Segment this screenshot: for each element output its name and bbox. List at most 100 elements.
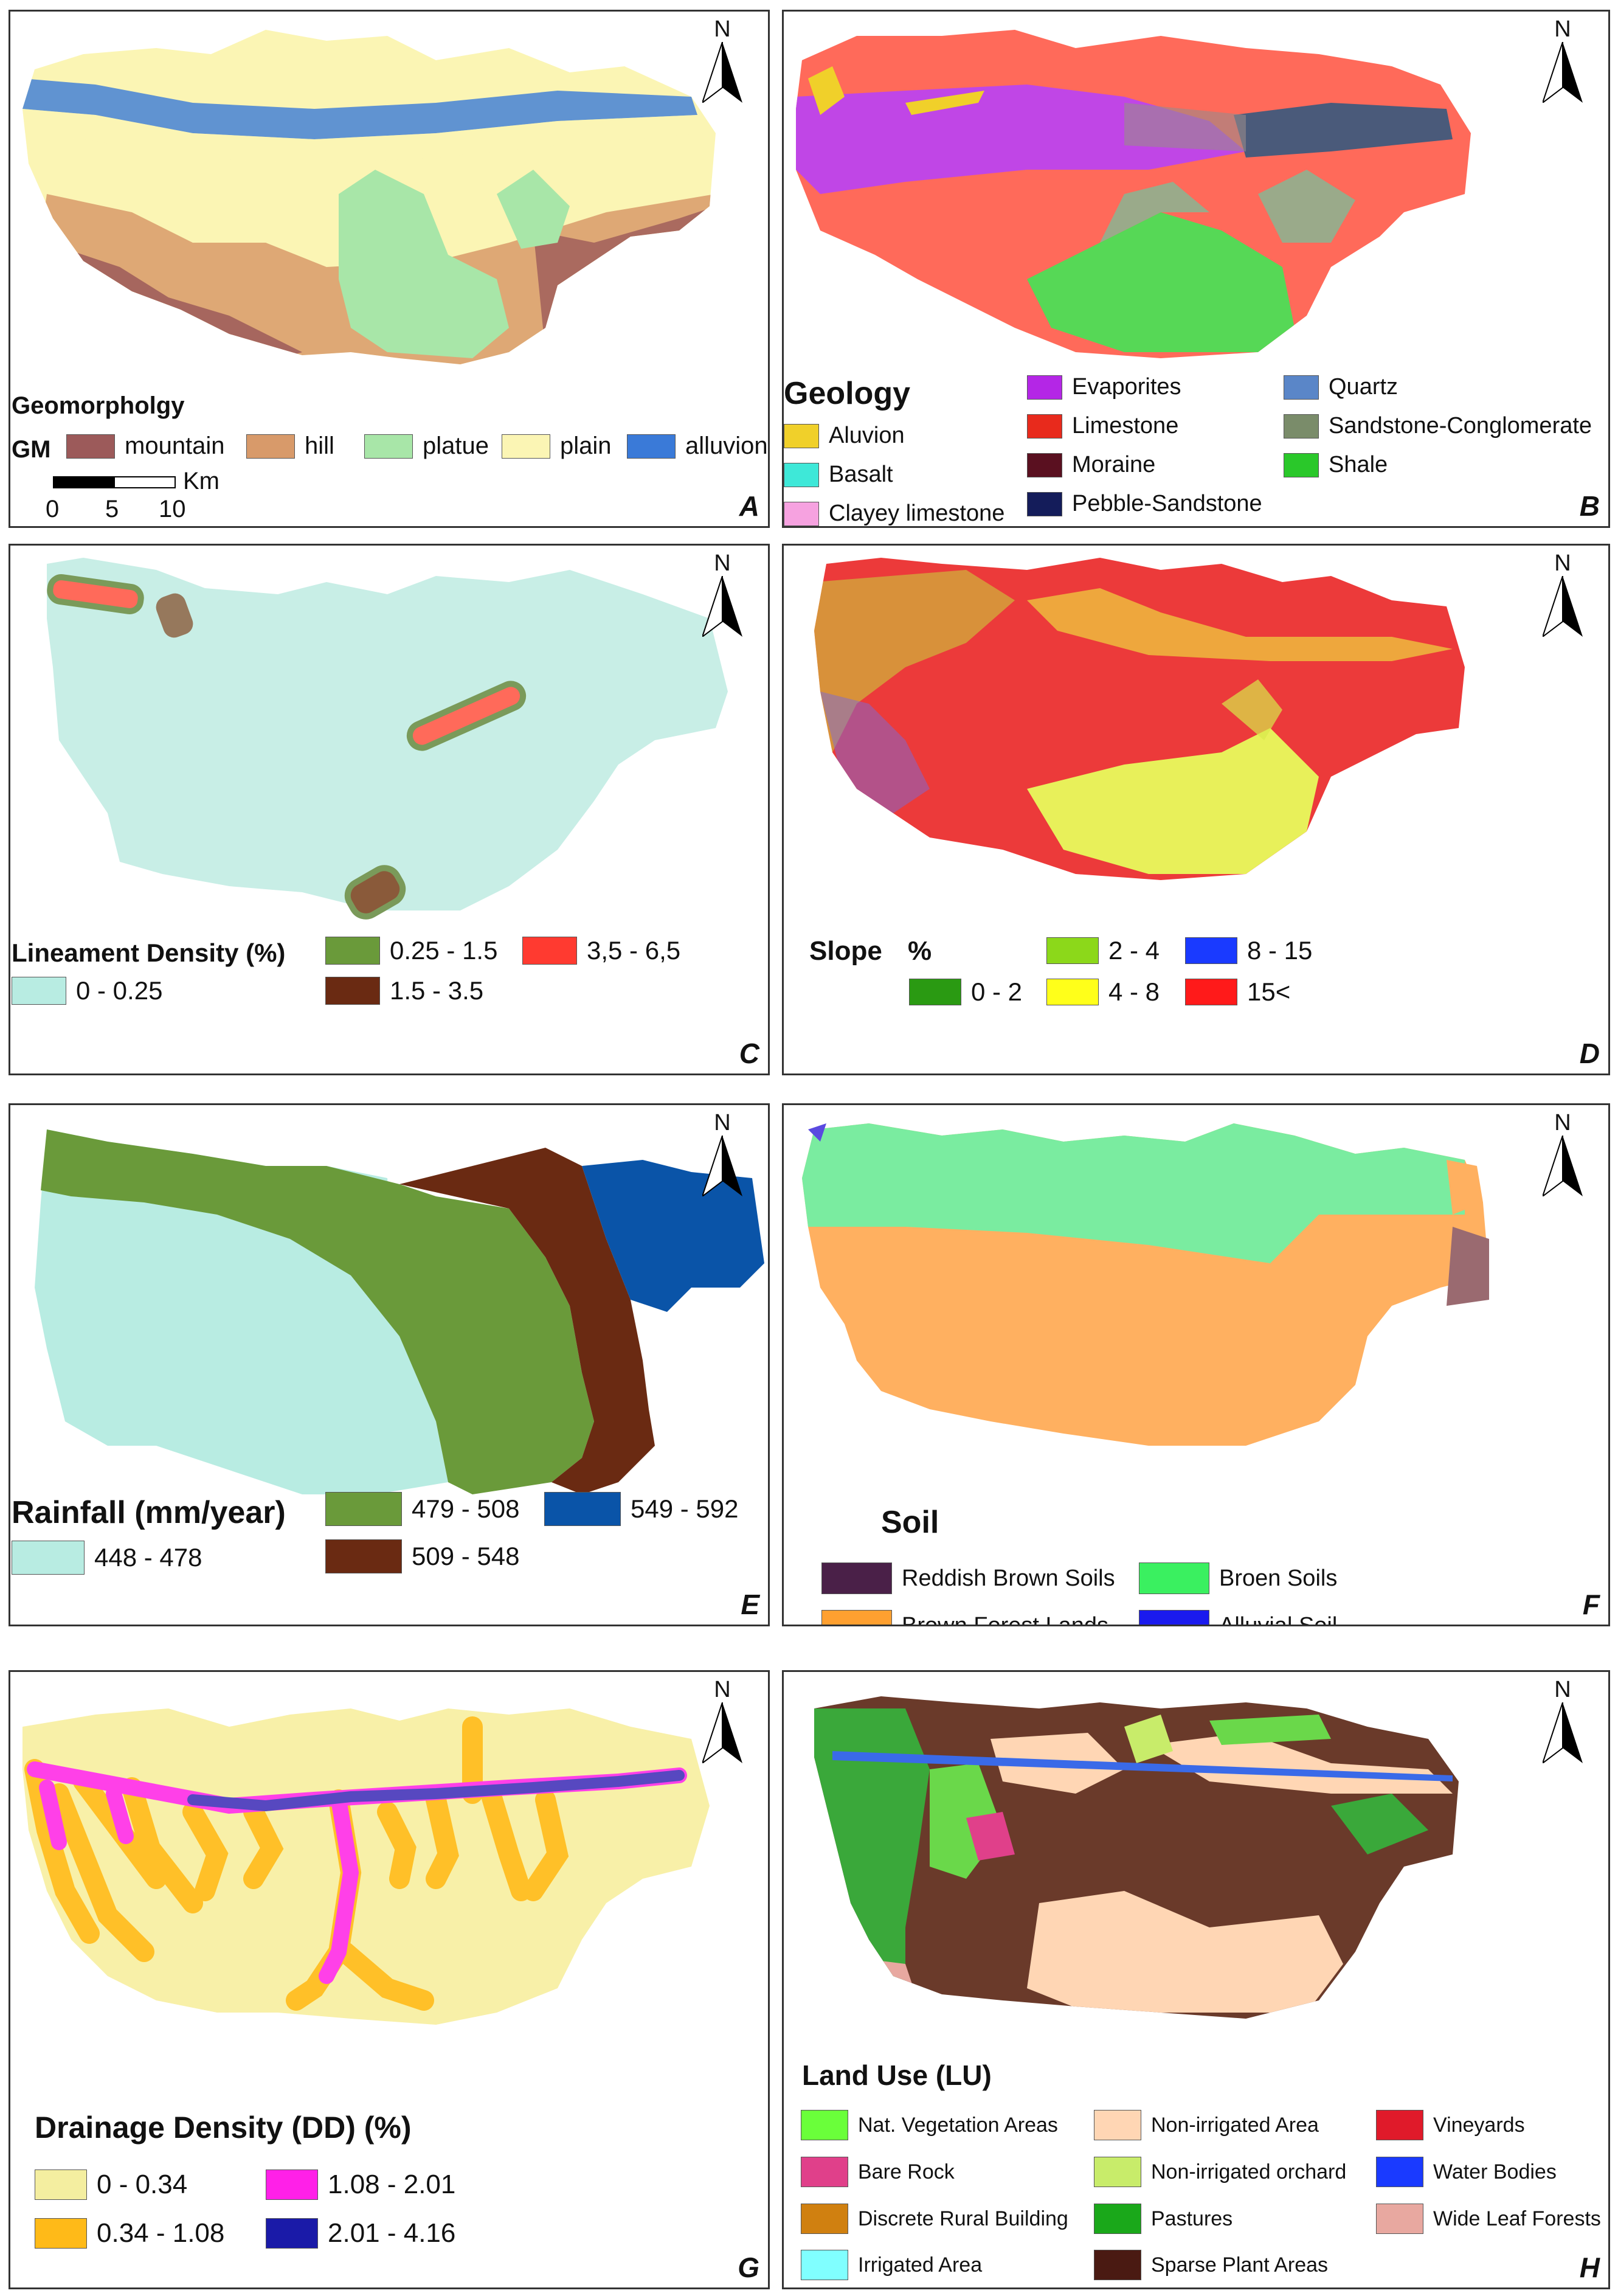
- legend-title: Geomorpholgy: [12, 392, 185, 419]
- north-label: N: [1554, 1110, 1571, 1136]
- legend-label: Aluvion: [829, 423, 905, 448]
- legend-swatch: [266, 2169, 318, 2200]
- legend-label: Nat. Vegetation Areas: [858, 2113, 1058, 2137]
- legend-swatch: [325, 1539, 402, 1573]
- legend-label: 15<: [1247, 977, 1291, 1006]
- legend-title: Lineament Density (%): [12, 938, 286, 967]
- legend-label: Sandstone-Conglomerate: [1329, 413, 1592, 439]
- legend-swatch: [364, 434, 413, 459]
- north-label: N: [714, 1677, 731, 1702]
- legend-title: Land Use (LU): [802, 2059, 992, 2091]
- legend-label: Sparse Plant Areas: [1151, 2253, 1329, 2277]
- legend-item: 0 - 2: [909, 977, 1022, 1007]
- legend-label: 1.5 - 3.5: [390, 976, 484, 1005]
- legend-item: Sparse Plant Areas: [1094, 2250, 1328, 2280]
- legend-unit: %: [908, 936, 932, 966]
- legend-item: 479 - 508: [325, 1492, 519, 1526]
- legend-item: 1.08 - 2.01: [266, 2169, 455, 2200]
- legend-label: Alluvial Soil: [1219, 1612, 1338, 1626]
- legend-swatch: [1027, 453, 1062, 477]
- legend-item: Basalt: [784, 462, 893, 488]
- legend-swatch: [1284, 375, 1319, 400]
- legend-label: 2 - 4: [1108, 936, 1160, 965]
- legend-item: Discrete Rural Building: [801, 2204, 1068, 2234]
- legend-label: Non-irrigated orchard: [1151, 2160, 1347, 2183]
- legend-item: 8 - 15: [1185, 936, 1312, 965]
- legend-swatch: [1027, 375, 1062, 400]
- legend-swatch: [1046, 937, 1099, 964]
- legend-label: Basalt: [829, 462, 893, 487]
- legend-swatch: [1139, 1610, 1209, 1625]
- legend-item: hill: [246, 432, 334, 460]
- north-label: N: [714, 1110, 731, 1136]
- legend-item: Broen Soils: [1139, 1562, 1337, 1594]
- north-arrow-icon: [1543, 42, 1583, 103]
- legend-swatch: [246, 434, 295, 459]
- panel-land-use: N Land Use (LU) Nat. Vegetation Areas Ba…: [782, 1670, 1610, 2289]
- legend-label: 1.08 - 2.01: [328, 2169, 456, 2199]
- legend-swatch: [1376, 2110, 1423, 2140]
- panel-letter: H: [1579, 2252, 1600, 2283]
- legend-swatch: [1185, 979, 1237, 1005]
- legend-swatch: [1139, 1562, 1209, 1594]
- legend-label: Shale: [1329, 452, 1388, 477]
- legend-item: Brown Forest Lands: [821, 1610, 1108, 1625]
- legend-swatch: [544, 1492, 621, 1526]
- north-label: N: [1554, 16, 1571, 42]
- north-arrow: N: [1535, 1110, 1590, 1201]
- north-label: N: [714, 16, 731, 42]
- legend-item: 509 - 548: [325, 1539, 519, 1573]
- legend-swatch: [1094, 2250, 1141, 2280]
- north-arrow: N: [1535, 550, 1590, 642]
- land-use-map: [814, 1696, 1459, 2019]
- legend-label: 2.01 - 4.16: [328, 2218, 456, 2248]
- geomorphology-map: [22, 30, 716, 364]
- legend-label: 0 - 0.34: [97, 2169, 188, 2199]
- legend-item: 3,5 - 6,5: [522, 936, 680, 965]
- legend-label: 448 - 478: [94, 1543, 202, 1572]
- legend-item: 4 - 8: [1046, 977, 1160, 1007]
- slope-map: [814, 558, 1465, 880]
- legend-swatch: [1185, 937, 1237, 964]
- panel-letter: G: [738, 2252, 759, 2283]
- panel-geomorphology: N Geomorpholgy GM mountain hill platue p…: [9, 10, 770, 528]
- north-arrow: N: [695, 1677, 750, 1768]
- north-arrow-icon: [1543, 576, 1583, 637]
- soil-map: [802, 1123, 1489, 1446]
- north-arrow-icon: [702, 576, 742, 637]
- legend-prefix: GM: [12, 436, 51, 463]
- north-arrow-icon: [702, 42, 742, 103]
- rainfall-map: [35, 1129, 764, 1494]
- legend-item: Moraine: [1027, 452, 1155, 478]
- panel-lineament-density: N Lineament Density (%) 0 - 0.25 0.25 - …: [9, 544, 770, 1075]
- legend-swatch: [821, 1610, 892, 1625]
- legend-label: 0 - 0.25: [76, 976, 163, 1005]
- panel-rainfall: N Rainfall (mm/year) 448 - 478 479 - 508…: [9, 1103, 770, 1626]
- north-arrow: N: [695, 16, 750, 108]
- legend-label: Clayey limestone: [829, 501, 1005, 526]
- legend-swatch: [522, 937, 577, 965]
- legend-title: Drainage Density (DD) (%): [35, 2110, 412, 2145]
- scale-tick: 10: [159, 496, 186, 522]
- legend-label: Pastures: [1151, 2207, 1233, 2230]
- panel-soil: N Soil Reddish Brown Soils Brown Forest …: [782, 1103, 1610, 1626]
- legend-swatch: [1284, 414, 1319, 439]
- panel-letter: C: [739, 1038, 759, 1069]
- north-label: N: [1554, 550, 1571, 576]
- legend-item: Limestone: [1027, 413, 1178, 439]
- legend-item: Shale: [1284, 452, 1388, 478]
- panel-geology: N Geology Aluvion Basalt Clayey limeston…: [782, 10, 1610, 528]
- legend-item: 2 - 4: [1046, 936, 1160, 965]
- legend-item: Quartz: [1284, 374, 1398, 400]
- legend-label: Moraine: [1072, 452, 1156, 477]
- legend-item: 0.25 - 1.5: [325, 936, 497, 965]
- legend-item: Nat. Vegetation Areas: [801, 2110, 1058, 2140]
- legend-swatch: [1376, 2204, 1423, 2234]
- scale-tick: 0: [46, 496, 60, 522]
- legend-swatch: [1046, 979, 1099, 1005]
- legend-label: 0.25 - 1.5: [390, 936, 498, 965]
- legend-item: 549 - 592: [544, 1492, 738, 1526]
- legend-label: 549 - 592: [631, 1494, 739, 1523]
- legend-title: Slope: [809, 936, 882, 966]
- legend-swatch: [325, 937, 380, 965]
